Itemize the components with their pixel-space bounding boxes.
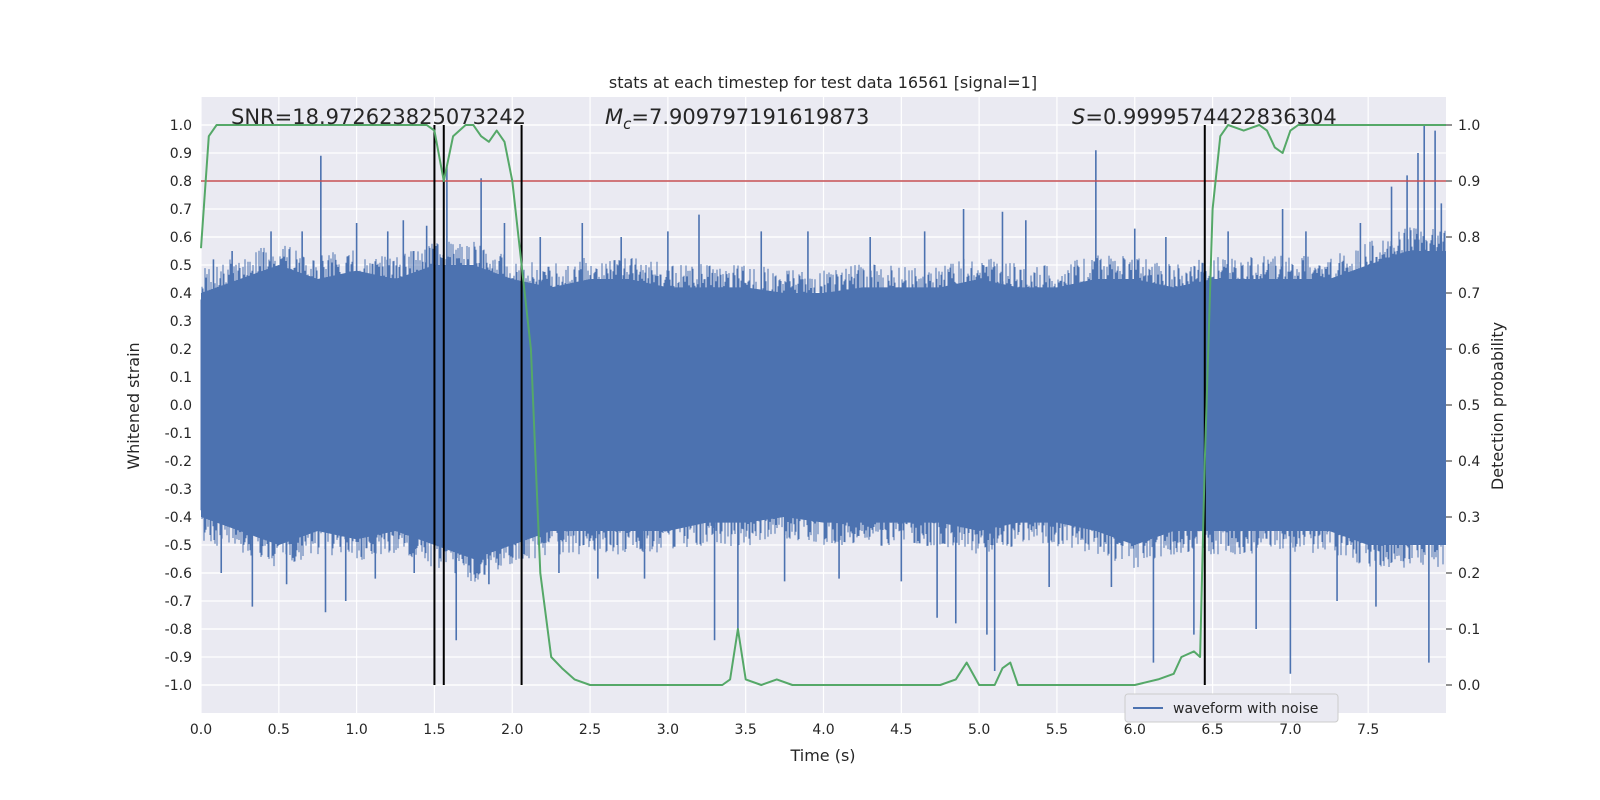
x-tick-label: 3.0 — [657, 722, 679, 738]
probability-series — [200, 124, 1446, 686]
x-tick-label: 3.5 — [735, 722, 757, 738]
y-tick-label: -1.0 — [165, 678, 192, 694]
y2-tick-label: 0.1 — [1458, 622, 1480, 638]
x-tick-label: 0.0 — [190, 722, 212, 738]
strain-waveform-line — [200, 227, 1446, 582]
mc-annotation: Mc=7.909797191619873 — [605, 105, 869, 133]
y-tick-label: -0.3 — [165, 482, 192, 498]
axes: 0.0 0.5 1.0 1.5 2.0 2.5 3.0 3.5 4.0 4.5 5.0 5.5 6.0 6… — [165, 118, 1481, 738]
snr-annotation: SNR=18.972623825073242 — [231, 105, 526, 129]
x-tick-label: 6.0 — [1124, 722, 1146, 738]
y2-tick-label: 0.2 — [1458, 566, 1480, 582]
y-tick-label: -0.7 — [165, 594, 192, 610]
y-tick-label: 0.7 — [170, 202, 192, 218]
y-tick-label: 0.0 — [170, 398, 192, 414]
y-tick-label: -0.2 — [165, 454, 192, 470]
legend: waveform with noise — [1124, 693, 1339, 723]
strain-series — [200, 125, 1446, 674]
y-axis-label: Whitened strain — [124, 342, 143, 469]
y-tick-label: 1.0 — [170, 118, 192, 134]
mc-value: =7.909797191619873 — [631, 105, 869, 129]
y-tick-label: 0.1 — [170, 370, 192, 386]
s-symbol: S — [1072, 105, 1085, 129]
legend-label: waveform with noise — [1173, 701, 1318, 717]
y2-tick-label: 0.4 — [1458, 454, 1480, 470]
x-tick-label: 7.0 — [1279, 722, 1301, 738]
x-tick-label: 1.5 — [423, 722, 445, 738]
y-tick-label: 0.3 — [170, 314, 192, 330]
x-tick-label: 4.0 — [812, 722, 834, 738]
y-tick-label: -0.6 — [165, 566, 192, 582]
y-tick-label: -0.5 — [165, 538, 192, 554]
x-tick-label: 5.5 — [1046, 722, 1068, 738]
mc-symbol: M — [605, 105, 623, 129]
y-tick-label: -0.1 — [165, 426, 192, 442]
x-tick-label: 6.5 — [1201, 722, 1223, 738]
legend-box — [1124, 693, 1339, 723]
y-tick-label: 0.4 — [170, 286, 192, 302]
y-tick-label: -0.8 — [165, 622, 192, 638]
y2-tick-label: 0.9 — [1458, 174, 1480, 190]
y-tick-label: 0.5 — [170, 258, 192, 274]
vertical-lines — [433, 125, 1206, 685]
y2-tick-label: 0.8 — [1458, 230, 1480, 246]
chart-title: stats at each timestep for test data 165… — [609, 73, 1037, 92]
y-tick-label: 0.8 — [170, 174, 192, 190]
x-tick-label: 1.0 — [345, 722, 367, 738]
s-value: =0.9999574422836304 — [1085, 105, 1336, 129]
x-tick-label: 2.0 — [501, 722, 523, 738]
x-tick-label: 0.5 — [268, 722, 290, 738]
y-tick-label: 0.9 — [170, 146, 192, 162]
y-tick-label: -0.4 — [165, 510, 192, 526]
y2-tick-label: 0.6 — [1458, 342, 1480, 358]
y2-tick-label: 0.7 — [1458, 286, 1480, 302]
probability-line — [200, 124, 1446, 686]
y-tick-label: 0.2 — [170, 342, 192, 358]
y2-tick-label: 1.0 — [1458, 118, 1480, 134]
y-tick-label: 0.6 — [170, 230, 192, 246]
y2-axis-label: Detection probability — [1488, 322, 1507, 490]
x-tick-label: 5.0 — [968, 722, 990, 738]
x-tick-label: 2.5 — [579, 722, 601, 738]
s-annotation: S=0.9999574422836304 — [1072, 105, 1337, 129]
y2-tick-label: 0.5 — [1458, 398, 1480, 414]
x-tick-label: 4.5 — [890, 722, 912, 738]
y-tick-label: -0.9 — [165, 650, 192, 666]
y2-tick-label: 0.3 — [1458, 510, 1480, 526]
y2-tick-label: 0.0 — [1458, 678, 1480, 694]
x-axis-label: Time (s) — [789, 746, 855, 765]
x-tick-label: 7.5 — [1357, 722, 1379, 738]
mc-subscript: c — [623, 115, 632, 133]
